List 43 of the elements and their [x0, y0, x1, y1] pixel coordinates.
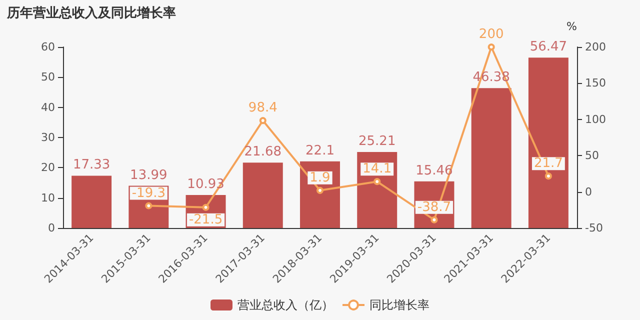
y-tick-label: 0 — [48, 222, 55, 234]
y-tick-label: 10 — [41, 191, 55, 204]
point — [488, 44, 495, 50]
y-tick-label: 40 — [41, 100, 55, 114]
data-label: -38.7 — [417, 200, 452, 215]
y2-tick-label: -50 — [585, 222, 603, 234]
legend-label: 营业总收入（亿） — [238, 298, 334, 312]
data-label: 98.4 — [248, 100, 278, 116]
y2-tick-label: 0 — [585, 185, 592, 198]
data-label: 56.47 — [530, 40, 568, 55]
data-label: 200 — [478, 27, 504, 42]
data-label: 25.21 — [358, 134, 396, 149]
point — [316, 186, 324, 194]
bar — [72, 176, 112, 228]
data-label: -19.3 — [132, 186, 166, 201]
data-label: 22.1 — [306, 143, 334, 158]
y-tick-label: 30 — [41, 131, 55, 144]
data-label: -21.5 — [188, 212, 223, 228]
point — [202, 204, 210, 211]
point — [544, 172, 552, 180]
point — [374, 178, 381, 186]
y-tick-label: 60 — [41, 40, 55, 54]
data-label: 21.7 — [534, 156, 563, 172]
y-tick-label: 50 — [41, 70, 55, 84]
bar — [471, 88, 512, 228]
y2-tick-label: 200 — [585, 40, 606, 54]
y2-tick-label: 150 — [585, 76, 606, 90]
point — [430, 216, 438, 224]
data-label: 13.99 — [130, 168, 168, 183]
y2-axis-title: % — [566, 20, 577, 33]
legend-label: 同比增长率 — [370, 298, 430, 312]
point — [145, 202, 152, 210]
y2-tick-label: 100 — [585, 112, 606, 126]
data-label: 1.9 — [310, 170, 330, 186]
y-tick-label: 20 — [41, 161, 55, 174]
point — [259, 117, 266, 124]
chart-title: 历年营业总收入及同比增长率 — [6, 5, 176, 21]
bar — [242, 162, 283, 228]
y2-tick-label: 50 — [585, 149, 599, 162]
bar — [528, 58, 568, 228]
data-label: 17.33 — [72, 158, 110, 173]
data-label: 21.68 — [244, 144, 282, 160]
data-label: 14.1 — [362, 162, 392, 177]
